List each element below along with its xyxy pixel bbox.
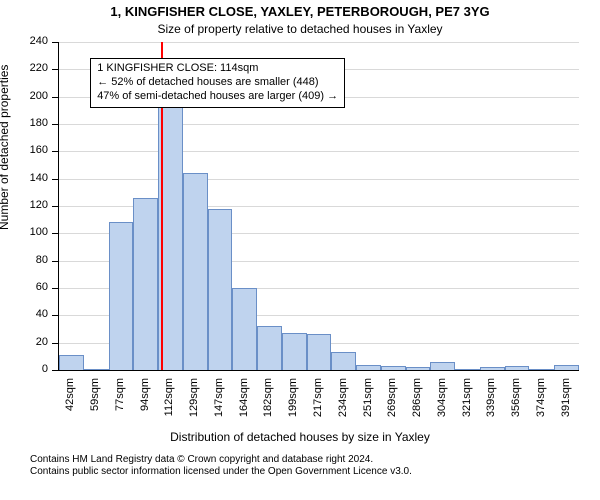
chart-container: 1, KINGFISHER CLOSE, YAXLEY, PETERBOROUG… <box>0 0 600 500</box>
histogram-bar <box>133 198 158 370</box>
y-tick-label: 0 <box>0 363 48 375</box>
histogram-bar <box>232 288 257 370</box>
histogram-bar <box>505 366 530 370</box>
histogram-bar <box>554 365 579 370</box>
histogram-bar <box>381 366 406 370</box>
y-tick-label: 100 <box>0 226 48 238</box>
y-tick <box>52 206 58 207</box>
annotation-line: ← 52% of detached houses are smaller (44… <box>97 76 338 90</box>
y-tick <box>52 179 58 180</box>
histogram-bar <box>282 333 307 370</box>
histogram-bar <box>406 367 431 370</box>
y-tick <box>52 233 58 234</box>
histogram-bar <box>356 365 381 370</box>
y-tick <box>52 69 58 70</box>
gridline <box>59 124 579 125</box>
histogram-bar <box>109 222 134 370</box>
gridline <box>59 42 579 43</box>
histogram-bar <box>183 173 208 370</box>
y-tick-label: 160 <box>0 144 48 156</box>
annotation-box: 1 KINGFISHER CLOSE: 114sqm← 52% of detac… <box>90 58 345 107</box>
y-tick <box>52 261 58 262</box>
histogram-bar <box>529 369 554 370</box>
y-tick-label: 20 <box>0 336 48 348</box>
y-tick-label: 180 <box>0 117 48 129</box>
y-tick-label: 60 <box>0 281 48 293</box>
y-tick <box>52 97 58 98</box>
y-tick <box>52 343 58 344</box>
y-tick-label: 40 <box>0 308 48 320</box>
chart-title-line2: Size of property relative to detached ho… <box>0 22 600 36</box>
histogram-bar <box>208 209 233 370</box>
gridline <box>59 151 579 152</box>
y-tick <box>52 151 58 152</box>
histogram-bar <box>307 334 332 370</box>
histogram-bar <box>331 352 356 370</box>
annotation-line: 47% of semi-detached houses are larger (… <box>97 90 338 104</box>
histogram-bar <box>257 326 282 370</box>
y-tick <box>52 42 58 43</box>
attribution-text: Contains HM Land Registry data © Crown c… <box>30 454 590 478</box>
y-tick-label: 200 <box>0 90 48 102</box>
y-tick-label: 120 <box>0 199 48 211</box>
chart-title-line1: 1, KINGFISHER CLOSE, YAXLEY, PETERBOROUG… <box>0 4 600 19</box>
histogram-bar <box>84 369 109 370</box>
histogram-bar <box>455 369 480 370</box>
y-tick-label: 80 <box>0 254 48 266</box>
histogram-bar <box>430 362 455 370</box>
y-tick-label: 220 <box>0 62 48 74</box>
y-tick-label: 240 <box>0 35 48 47</box>
annotation-line: 1 KINGFISHER CLOSE: 114sqm <box>97 62 338 76</box>
y-tick-label: 140 <box>0 172 48 184</box>
histogram-bar <box>480 367 505 370</box>
y-tick <box>52 288 58 289</box>
y-tick <box>52 124 58 125</box>
plot-area: 1 KINGFISHER CLOSE: 114sqm← 52% of detac… <box>58 42 579 371</box>
attribution-line2: Contains public sector information licen… <box>30 466 590 478</box>
x-axis-label: Distribution of detached houses by size … <box>0 430 600 444</box>
y-tick <box>52 315 58 316</box>
attribution-line1: Contains HM Land Registry data © Crown c… <box>30 454 590 466</box>
gridline <box>59 179 579 180</box>
histogram-bar <box>59 355 84 370</box>
y-tick <box>52 370 58 371</box>
